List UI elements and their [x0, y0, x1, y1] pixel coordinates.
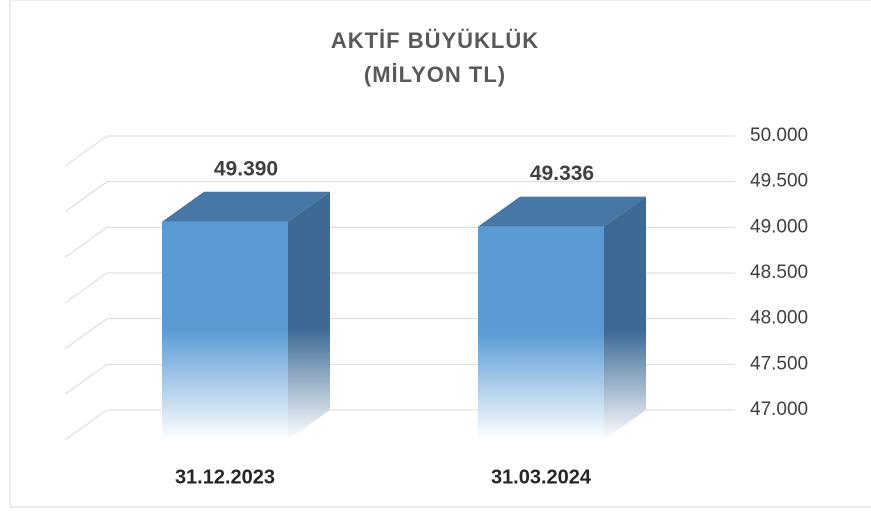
bar-front: [478, 226, 604, 440]
chart-title: AKTİF BÜYÜKLÜK: [331, 28, 539, 53]
x-tick-label: 31.12.2023: [175, 466, 275, 488]
bar-side: [288, 191, 330, 440]
bar-front: [162, 221, 288, 440]
y-tick-label: 48.000: [750, 308, 808, 329]
bar-top: [162, 191, 330, 222]
grid-line: [64, 181, 735, 213]
y-tick-label: 49.000: [750, 216, 808, 237]
value-label: 49.390: [214, 157, 278, 180]
y-tick-label: 47.500: [750, 353, 808, 374]
chart-frame: [9, 0, 871, 508]
grid-line: [64, 135, 735, 167]
y-tick-label: 47.000: [750, 399, 808, 420]
y-tick-label: 48.500: [750, 262, 808, 283]
bar-top: [478, 196, 646, 227]
y-tick-label: 49.500: [750, 171, 808, 192]
bar-side: [604, 196, 646, 440]
y-tick-label: 50.000: [750, 125, 808, 146]
chart-subtitle: (MİLYON TL): [364, 62, 506, 87]
x-tick-label: 31.03.2024: [491, 466, 592, 488]
value-label: 49.336: [530, 162, 594, 185]
